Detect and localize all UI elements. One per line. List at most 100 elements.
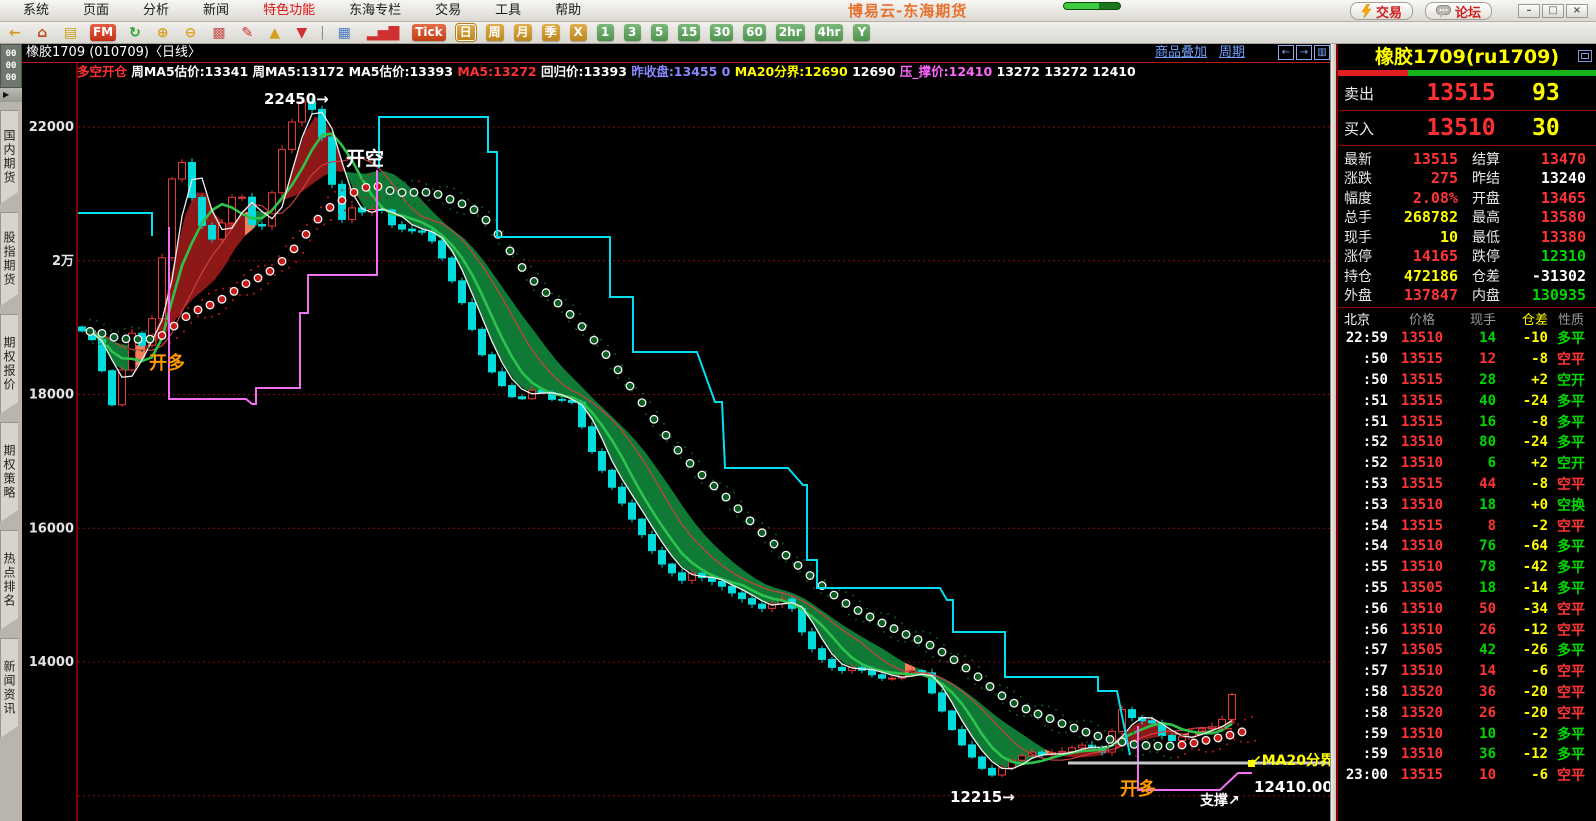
filter-funnel-icon[interactable]: ▼ <box>296 24 308 41</box>
period-60min-button[interactable]: 60 <box>743 24 766 41</box>
period-2hr-button[interactable]: 2hr <box>776 24 805 41</box>
chart-panel[interactable]: 橡胶1709 (010709)〈日线〉 商品叠加 周期 ← → ▥ 多空开仓 周MA… <box>22 44 1330 821</box>
tick-header-cell: 性质 <box>1557 312 1584 328</box>
refresh-icon[interactable]: ↻ <box>129 24 141 41</box>
tick-row: :57 13510 14 -6 空平 <box>1362 663 1585 681</box>
tick-row: :50 13515 28 +2 空开 <box>1362 371 1585 389</box>
sidebar-tab-0[interactable]: 国内期货 <box>0 110 18 204</box>
overlay-compare-icon[interactable]: ▩ <box>212 24 226 41</box>
tick-row: :59 13510 36 -12 多平 <box>1362 746 1585 764</box>
period-year-button[interactable]: Y <box>853 24 870 41</box>
chart-annotation: ↙MA20分界 <box>1250 753 1330 769</box>
toolbar: ← ⌂ ▤ FM ↻ ⊕ ⊖ ▩ ✎ ▲ ▼ | ▦ ▂▅▇ Tick 日周月季 X 1 3 5 15 30 60 2hr 4h… <box>0 22 1596 44</box>
quote-row: 持仓 472186 仓差 -31302 <box>1338 266 1596 286</box>
forum-button-label: 论坛 <box>1455 5 1482 21</box>
menu-item-4[interactable]: 特色功能 <box>263 3 316 18</box>
svg-text:22000: 22000 <box>29 120 74 135</box>
menu-item-7[interactable]: 工具 <box>495 3 522 18</box>
bid-row: 买入 13510 30 <box>1338 111 1596 146</box>
period-link[interactable]: 周期 <box>1219 45 1246 60</box>
support-marker <box>1248 760 1255 767</box>
indicator-segment: 多空开仓 <box>77 64 132 79</box>
period-x-button[interactable]: X <box>570 24 587 41</box>
period-5min-button[interactable]: 5 <box>651 24 668 41</box>
tick-row: :53 13515 44 -8 空平 <box>1362 475 1585 493</box>
svg-text:2万: 2万 <box>52 254 74 269</box>
period-4hr-button[interactable]: 4hr <box>815 24 844 41</box>
regression-line <box>91 157 1233 761</box>
next-page-button[interactable]: → <box>1296 45 1312 60</box>
left-sidebar: 00 00 00 ▶ 国内期货 股指期货 期权报价 期权策略 热点排名 新闻资讯 <box>0 44 22 821</box>
tick-list[interactable]: 22:59 13510 14 -10 多平:50 13515 12 -8 空平:50 13515 2… <box>1338 328 1596 786</box>
ma5-estimate-line <box>91 132 1233 766</box>
panel-splitter[interactable] <box>1330 44 1336 821</box>
menu-item-5[interactable]: 东海专栏 <box>349 3 402 18</box>
draw-pencil-icon[interactable]: ✎ <box>241 24 254 41</box>
panel-window-icon[interactable] <box>1578 50 1592 62</box>
quote-value: 268782 <box>1403 208 1458 227</box>
quote-row: 总手 268782 最高 13580 <box>1338 208 1596 228</box>
zoom-in-icon[interactable]: ⊕ <box>156 24 169 41</box>
kline-chart-icon[interactable]: ▂▅▇ <box>366 24 400 41</box>
close-button[interactable]: × <box>1566 4 1588 18</box>
menu-item-2[interactable]: 分析 <box>143 3 170 18</box>
sidebar-tab-3[interactable]: 期权策略 <box>0 422 18 522</box>
sidebar-tab-4[interactable]: 热点排名 <box>0 530 18 630</box>
tick-period-button[interactable]: Tick <box>412 24 445 41</box>
period-1min-button[interactable]: 1 <box>597 24 614 41</box>
menu-item-3[interactable]: 新闻 <box>203 3 230 18</box>
lightning-icon <box>1361 4 1372 18</box>
ask-row: 卖出 13515 93 <box>1338 76 1596 111</box>
minimize-button[interactable]: – <box>1518 4 1540 18</box>
period-week-button[interactable]: 周 <box>486 24 504 41</box>
quote-panel-title: 橡胶1709(ru1709) <box>1338 44 1596 70</box>
chart-annotation: 12215→ <box>950 788 1015 806</box>
news-note-icon[interactable]: ▤ <box>63 24 77 41</box>
support-step-line-left <box>168 170 378 405</box>
menu-item-8[interactable]: 帮助 <box>555 3 582 18</box>
alert-icon[interactable]: ▲ <box>269 24 281 41</box>
home-icon[interactable]: ⌂ <box>37 24 48 41</box>
menu-item-6[interactable]: 交易 <box>435 3 462 18</box>
trade-button[interactable]: 交易 <box>1350 2 1414 21</box>
period-season-button[interactable]: 季 <box>542 24 560 41</box>
period-month-button[interactable]: 月 <box>514 24 532 41</box>
menu-item-1[interactable]: 页面 <box>83 3 110 18</box>
quote-value: 13465 <box>1540 188 1586 207</box>
fm-radio-icon[interactable]: FM <box>90 24 116 41</box>
period-30min-button[interactable]: 30 <box>710 24 733 41</box>
sidebar-tab-1[interactable]: 股指期货 <box>0 212 18 306</box>
buy-sell-strength-bar <box>1338 70 1596 76</box>
restore-button[interactable]: □ <box>1542 4 1564 18</box>
quote-value: 14165 <box>1412 247 1458 266</box>
menu-item-0[interactable]: 系统 <box>23 3 50 18</box>
sidebar-tab-5[interactable]: 新闻资讯 <box>0 638 18 738</box>
back-icon[interactable]: ← <box>9 24 21 41</box>
tick-row: :58 13520 36 -20 空平 <box>1362 683 1585 701</box>
overlay-link[interactable]: 商品叠加 <box>1155 45 1208 60</box>
sidebar-tab-2[interactable]: 期权报价 <box>0 314 18 414</box>
tick-row: :59 13510 10 -2 多平 <box>1362 725 1585 743</box>
period-3min-button[interactable]: 3 <box>624 24 641 41</box>
quote-value: 13515 <box>1412 149 1458 168</box>
expand-arrow-icon[interactable]: ▶ <box>0 88 22 102</box>
network-progress-bar <box>1063 2 1121 10</box>
indicator-segment: 回归价:13393 <box>536 64 632 79</box>
quote-value: 12310 <box>1540 247 1586 266</box>
tick-row: :54 13515 8 -2 空平 <box>1362 517 1585 535</box>
indicator-segment: 13272 13272 12410 <box>992 64 1136 79</box>
period-day-button[interactable]: 日 <box>454 23 477 42</box>
title-bar: 系统 页面 分析 新闻 特色功能 东海专栏 交易 工具 帮助 博易云-东海期货 交易 论坛 – … <box>0 0 1596 22</box>
chart-annotation: 开多 <box>1120 778 1156 800</box>
quote-value: 10 <box>1439 227 1458 246</box>
toolbar-divider: | <box>320 25 325 40</box>
prev-page-button[interactable]: ← <box>1278 45 1294 60</box>
zoom-out-icon[interactable]: ⊖ <box>184 24 197 41</box>
svg-text:18000: 18000 <box>29 388 74 403</box>
split-view-button[interactable]: ▥ <box>1314 45 1330 60</box>
forum-button[interactable]: 论坛 <box>1425 2 1493 21</box>
quote-table-icon[interactable]: ▦ <box>337 24 351 41</box>
period-15min-button[interactable]: 15 <box>678 24 701 41</box>
indicator-segment: 压_撑价:12410 <box>899 64 993 79</box>
